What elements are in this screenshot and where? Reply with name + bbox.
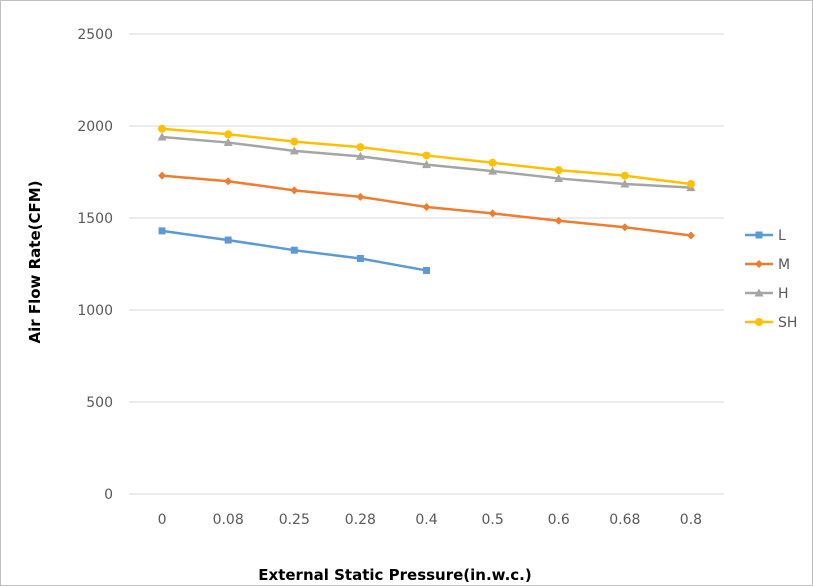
data-point-sh [290, 137, 299, 146]
x-tick-label: 0.28 [345, 512, 376, 528]
data-point-h [488, 166, 498, 175]
data-point-m [686, 231, 695, 240]
legend-label: H [778, 286, 789, 302]
data-point-sh [224, 130, 233, 139]
data-point-h [355, 151, 365, 160]
data-point-h [620, 179, 630, 188]
series-h [157, 132, 696, 192]
data-point-h [157, 132, 167, 141]
data-point-h [422, 160, 431, 169]
legend-marker-m [755, 260, 763, 268]
y-tick-label: 1500 [77, 211, 113, 227]
legend-item-h: H [745, 286, 789, 302]
data-point-m [488, 209, 497, 218]
series-l [158, 227, 430, 274]
data-point-h [289, 146, 299, 155]
x-tick-label: 0.5 [481, 512, 503, 528]
data-point-m [224, 177, 233, 186]
legend-item-l: L [745, 228, 786, 244]
legend: LMH SH [745, 228, 797, 331]
data-point-sh [488, 158, 497, 167]
legend-marker-l [755, 231, 763, 239]
series-sh [158, 124, 695, 188]
data-point-sh [686, 179, 695, 188]
data-point-m [422, 202, 431, 211]
data-point-h [554, 173, 564, 182]
x-tick-label: 0.4 [415, 512, 437, 528]
x-tick-label: 0 [158, 512, 167, 528]
x-tick-label: 0.25 [279, 512, 310, 528]
data-point-m [356, 192, 365, 201]
x-axis-title: External Static Pressure(in.w.c.) [258, 566, 531, 584]
data-point-sh [356, 143, 365, 152]
data-point-l [224, 236, 232, 244]
y-tick-label: 0 [104, 487, 113, 503]
x-tick-label: 0.08 [213, 512, 244, 528]
legend-item-sh: SH [745, 315, 797, 331]
x-tick-label: 0.68 [609, 512, 640, 528]
data-point-l [158, 227, 166, 235]
x-tick-labels: 0 0.08 0.25 0.28 0.4 0.5 0.6 0.68 0.8 [158, 512, 702, 528]
data-point-h [223, 138, 233, 147]
data-point-sh [620, 171, 629, 180]
legend-label: SH [778, 315, 797, 331]
gridlines [129, 33, 724, 495]
data-point-m [554, 216, 563, 225]
data-point-m [290, 186, 299, 195]
data-point-sh [554, 166, 563, 175]
y-tick-label: 2500 [77, 27, 113, 43]
data-point-l [290, 246, 298, 254]
data-point-l [356, 254, 364, 262]
series-lines [157, 124, 696, 274]
data-point-sh [158, 124, 167, 133]
data-point-sh [422, 151, 431, 160]
y-tick-label: 2000 [77, 119, 113, 135]
x-tick-label: 0.8 [680, 512, 702, 528]
legend-label: M [778, 257, 790, 273]
data-point-m [620, 223, 629, 232]
legend-item-m: M [745, 257, 790, 273]
legend-marker-sh [755, 318, 763, 326]
y-tick-label: 500 [86, 395, 113, 411]
x-tick-label: 0.6 [548, 512, 570, 528]
data-point-l [423, 266, 430, 274]
data-point-m [158, 171, 167, 180]
y-axis-title: Air Flow Rate(CFM) [26, 180, 44, 343]
y-tick-labels: 0 500 1000 1500 2000 2500 [77, 27, 113, 503]
y-tick-label: 1000 [77, 303, 113, 319]
legend-label: L [778, 228, 786, 244]
series-m [158, 171, 695, 240]
legend-marker-h [754, 288, 764, 297]
